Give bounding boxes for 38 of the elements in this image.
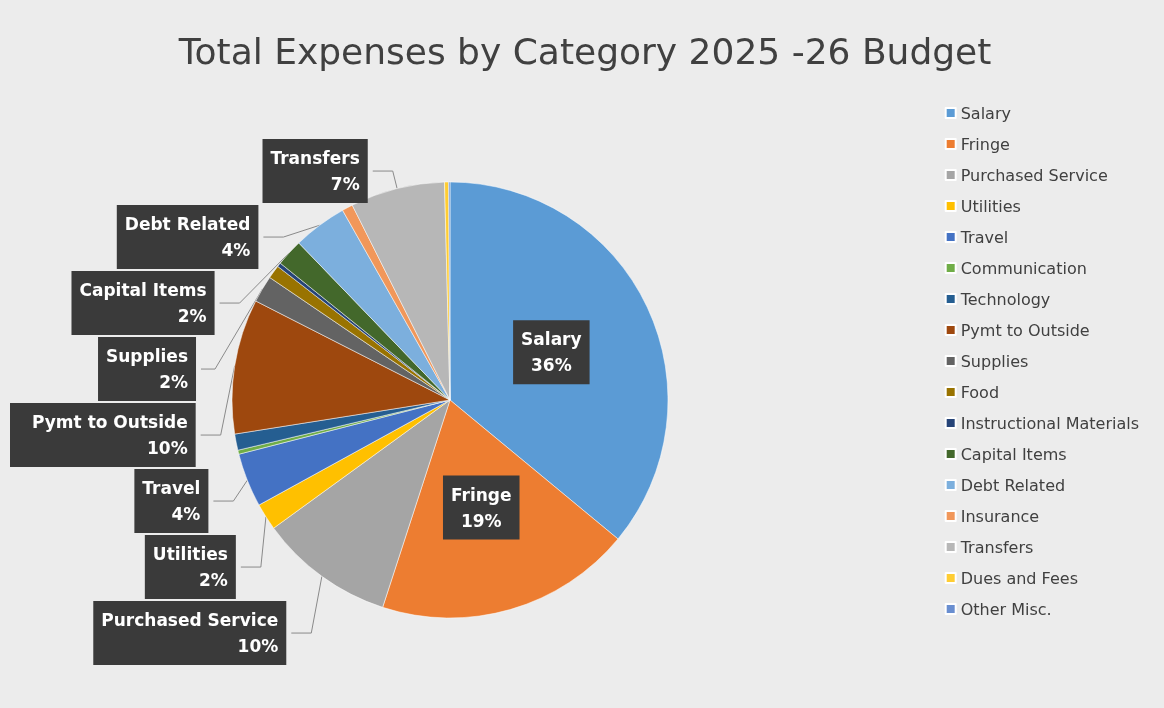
slice-label: Supplies bbox=[106, 346, 189, 367]
legend-label: Debt Related bbox=[960, 475, 1066, 495]
legend-label: Communication bbox=[960, 258, 1087, 278]
data-label: 4% bbox=[171, 504, 201, 525]
data-label: 19% bbox=[460, 510, 502, 531]
slice-label: Utilities bbox=[152, 544, 228, 565]
legend-label: Instructional Materials bbox=[960, 413, 1140, 433]
legend-label: Purchased Service bbox=[960, 165, 1108, 185]
legend-label: Travel bbox=[959, 227, 1009, 247]
slice-label: Debt Related bbox=[124, 214, 251, 235]
legend-label: Supplies bbox=[960, 351, 1029, 371]
chart-title: Total Expenses by Category 2025 -26 Budget bbox=[177, 30, 992, 72]
data-label: 2% bbox=[159, 372, 189, 393]
data-label: 36% bbox=[530, 355, 572, 376]
legend-label: Technology bbox=[959, 289, 1051, 309]
data-label: 2% bbox=[177, 306, 207, 327]
slice-label: Purchased Service bbox=[101, 610, 279, 631]
slice-label: Capital Items bbox=[79, 280, 207, 301]
slice-label: Salary bbox=[521, 329, 582, 350]
legend-label: Dues and Fees bbox=[960, 568, 1078, 588]
legend-label: Pymt to Outside bbox=[960, 320, 1090, 340]
legend-label: Capital Items bbox=[960, 444, 1067, 464]
data-label: 7% bbox=[330, 174, 360, 195]
legend-label: Utilities bbox=[960, 196, 1021, 216]
slice-label: Transfers bbox=[270, 148, 360, 169]
data-label: 10% bbox=[237, 636, 279, 657]
slice-label: Pymt to Outside bbox=[32, 412, 188, 433]
legend-label: Salary bbox=[960, 103, 1011, 123]
legend-label: Transfers bbox=[959, 537, 1034, 557]
legend-label: Other Misc. bbox=[960, 599, 1052, 619]
slice-label: Fringe bbox=[450, 484, 512, 505]
legend-label: Insurance bbox=[960, 506, 1040, 526]
data-label: 4% bbox=[221, 240, 251, 261]
legend-label: Food bbox=[960, 382, 1000, 402]
legend-label: Fringe bbox=[960, 134, 1010, 154]
data-label: 10% bbox=[146, 438, 188, 459]
slice-label: Travel bbox=[142, 478, 201, 499]
data-label: 2% bbox=[198, 570, 228, 591]
